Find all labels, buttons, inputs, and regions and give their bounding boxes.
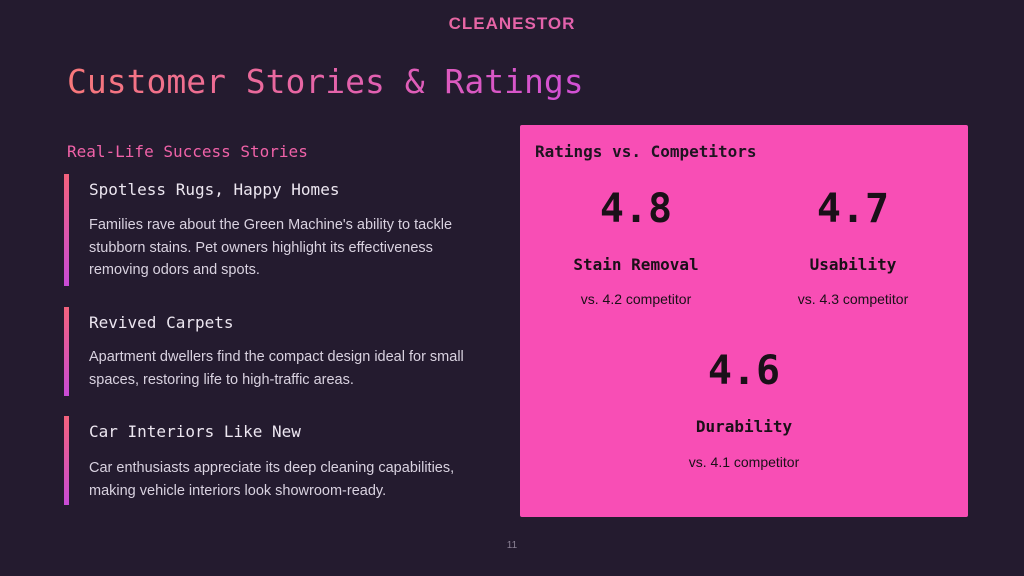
panel-heading: Ratings vs. Competitors (535, 142, 757, 161)
section-heading: Real-Life Success Stories (67, 142, 308, 161)
rating-comparison: vs. 4.2 competitor (580, 291, 692, 307)
story-title: Spotless Rugs, Happy Homes (89, 180, 340, 199)
accent-bar (64, 416, 69, 505)
rating-score: 4.7 (816, 186, 890, 232)
accent-bar (64, 307, 69, 396)
story-title: Car Interiors Like New (89, 422, 301, 441)
logo: CLEANESTOR (0, 14, 1024, 34)
story-text: Apartment dwellers find the compact desi… (89, 349, 464, 388)
story-title: Revived Carpets (89, 313, 234, 332)
rating-score: 4.8 (599, 186, 673, 232)
rating-comparison: vs. 4.3 competitor (797, 291, 909, 307)
ratings-panel (520, 125, 968, 517)
slide-title: Customer Stories & Ratings (67, 62, 584, 101)
rating-label: Stain Removal (573, 255, 699, 274)
rating-label: Usability (809, 255, 897, 274)
story-text: Car enthusiasts appreciate its deep clea… (89, 460, 455, 499)
rating-label: Durability (695, 417, 793, 436)
page-number: 11 (506, 540, 518, 551)
story-text: Families rave about the Green Machine's … (89, 217, 453, 278)
rating-comparison: vs. 4.1 competitor (688, 454, 800, 470)
accent-bar (64, 174, 69, 286)
rating-score: 4.6 (707, 348, 781, 394)
